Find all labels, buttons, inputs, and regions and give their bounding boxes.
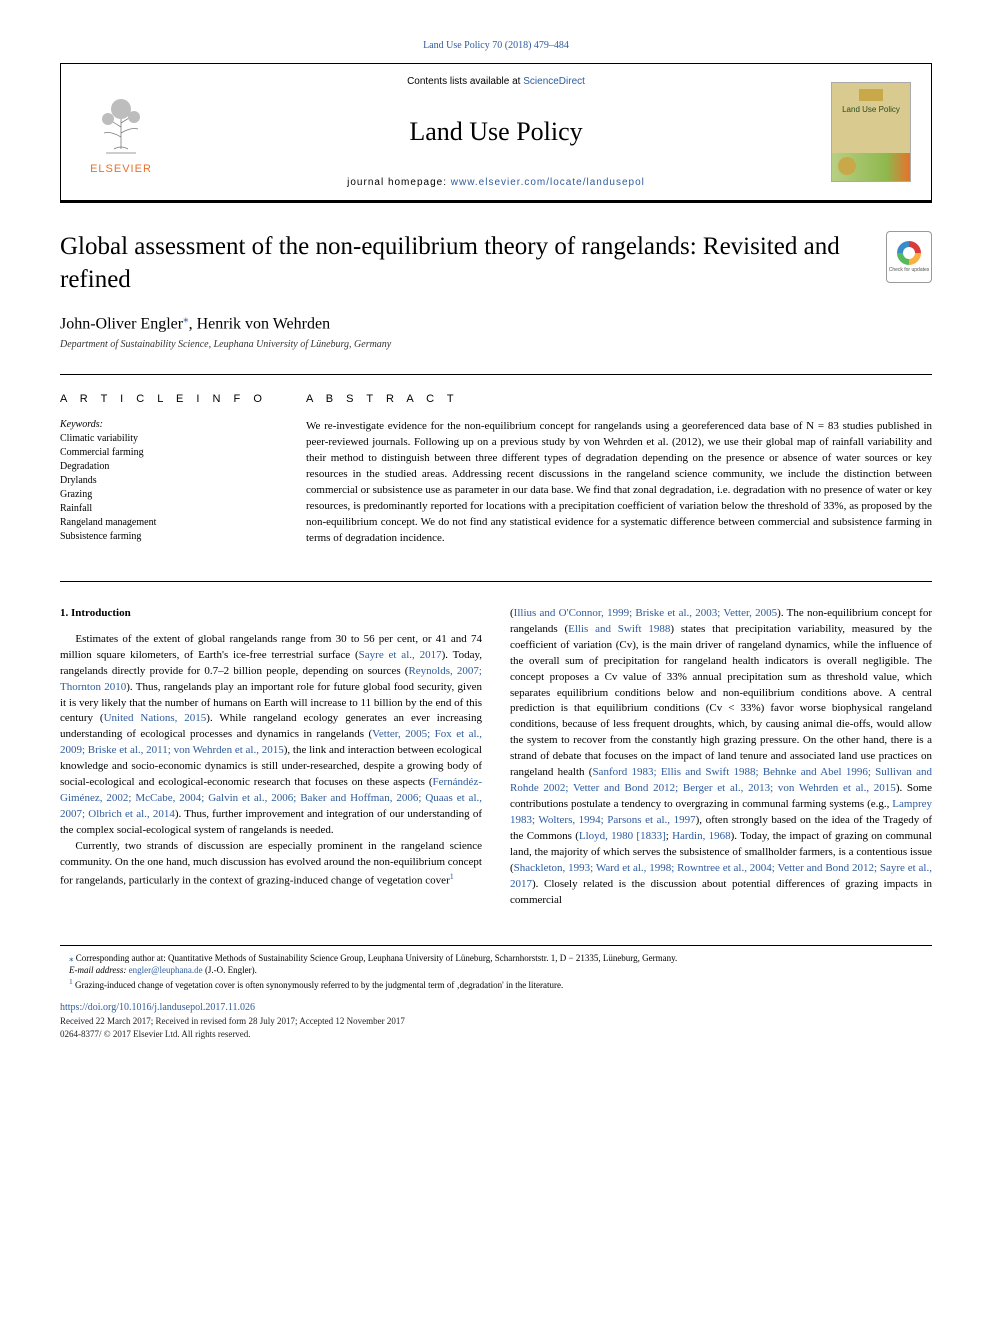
body-paragraph: (Illius and O'Connor, 1999; Briske et al…: [510, 606, 932, 909]
email-footnote: E-mail address: engler@leuphana.de (J.-O…: [60, 964, 932, 977]
journal-homepage-line: journal homepage: www.elsevier.com/locat…: [181, 177, 811, 188]
keyword-item: Rangeland management: [60, 516, 270, 530]
crossmark-label: Check for updates: [889, 268, 930, 274]
body-columns: 1. Introduction Estimates of the extent …: [60, 606, 932, 909]
cover-band-icon: [832, 153, 910, 181]
footnote-1: 1 Grazing-induced change of vegetation c…: [60, 977, 932, 992]
footnotes: ⁎ Corresponding author at: Quantitative …: [60, 945, 932, 1041]
citation-link[interactable]: Hardin, 1968: [672, 830, 731, 842]
body-paragraph: Currently, two strands of discussion are…: [60, 839, 482, 889]
text-run: (J.-O. Engler).: [203, 965, 257, 975]
corresponding-author-footnote: ⁎ Corresponding author at: Quantitative …: [60, 952, 932, 965]
crossmark-icon: [897, 241, 921, 265]
keyword-item: Drylands: [60, 474, 270, 488]
citation-link[interactable]: United Nations, 2015: [104, 712, 207, 724]
journal-cover-block: Land Use Policy: [811, 64, 931, 200]
text-run: ) states that precipitation variability,…: [510, 623, 932, 778]
authors-line: John-Oliver Engler⁎, Henrik von Wehrden: [60, 312, 932, 333]
body-column-right: (Illius and O'Connor, 1999; Briske et al…: [510, 606, 932, 909]
citation-link[interactable]: Illius and O'Connor, 1999; Briske et al.…: [514, 607, 778, 619]
sciencedirect-link[interactable]: ScienceDirect: [523, 76, 585, 87]
doi-line: https://doi.org/10.1016/j.landusepol.201…: [60, 1001, 932, 1015]
contents-line: Contents lists available at ScienceDirec…: [181, 76, 811, 87]
crossmark-badge[interactable]: Check for updates: [886, 231, 932, 283]
email-link[interactable]: engler@leuphana.de: [129, 965, 203, 975]
elsevier-tree-icon: [86, 89, 156, 159]
keywords-label: Keywords:: [60, 419, 270, 430]
abstract-column: A B S T R A C T We re-investigate eviden…: [306, 393, 932, 547]
citation-link[interactable]: Ellis and Swift 1988: [568, 623, 670, 635]
divider: [60, 581, 932, 582]
received-line: Received 22 March 2017; Received in revi…: [60, 1015, 932, 1028]
footnote-link[interactable]: 1: [450, 872, 454, 881]
keyword-item: Grazing: [60, 488, 270, 502]
corresponding-author-link[interactable]: ⁎: [183, 313, 189, 325]
citation-link[interactable]: Sayre et al., 2017: [359, 649, 442, 661]
body-paragraph: Estimates of the extent of global rangel…: [60, 632, 482, 839]
text-run: Grazing-induced change of vegetation cov…: [73, 980, 563, 990]
journal-homepage-link[interactable]: www.elsevier.com/locate/landusepol: [451, 177, 645, 188]
body-column-left: 1. Introduction Estimates of the extent …: [60, 606, 482, 909]
article-info-column: A R T I C L E I N F O Keywords: Climatic…: [60, 393, 270, 547]
keyword-item: Rainfall: [60, 502, 270, 516]
keywords-list: Climatic variability Commercial farming …: [60, 432, 270, 544]
running-head-link[interactable]: Land Use Policy 70 (2018) 479–484: [423, 40, 569, 51]
doi-link[interactable]: https://doi.org/10.1016/j.landusepol.201…: [60, 1002, 255, 1013]
affiliation: Department of Sustainability Science, Le…: [60, 339, 932, 350]
article-title: Global assessment of the non-equilibrium…: [60, 231, 870, 296]
email-label: E-mail address:: [69, 965, 129, 975]
citation-link[interactable]: Lloyd, 1980 [1833]: [579, 830, 666, 842]
journal-title: Land Use Policy: [181, 117, 811, 147]
divider: [60, 374, 932, 375]
publisher-name: ELSEVIER: [90, 163, 152, 175]
publisher-logo-block: ELSEVIER: [61, 64, 181, 200]
abstract-heading: A B S T R A C T: [306, 393, 932, 405]
keyword-item: Subsistence farming: [60, 530, 270, 544]
text-run: Currently, two strands of discussion are…: [60, 840, 482, 887]
homepage-prefix: journal homepage:: [347, 177, 451, 188]
running-head: Land Use Policy 70 (2018) 479–484: [60, 40, 932, 51]
journal-cover-icon: Land Use Policy: [831, 82, 911, 182]
keyword-item: Climatic variability: [60, 432, 270, 446]
author-2: Henrik von Wehrden: [197, 315, 331, 332]
text-run: Corresponding author at: Quantitative Me…: [74, 953, 678, 963]
copyright-line: 0264-8377/ © 2017 Elsevier Ltd. All righ…: [60, 1028, 932, 1041]
contents-prefix: Contents lists available at: [407, 76, 523, 87]
keyword-item: Degradation: [60, 460, 270, 474]
abstract-text: We re-investigate evidence for the non-e…: [306, 419, 932, 547]
cover-title: Land Use Policy: [842, 105, 900, 114]
keyword-item: Commercial farming: [60, 446, 270, 460]
author-1: John-Oliver Engler: [60, 315, 183, 332]
article-info-heading: A R T I C L E I N F O: [60, 393, 270, 405]
text-run: ). Closely related is the discussion abo…: [510, 878, 932, 906]
journal-header-mid: Contents lists available at ScienceDirec…: [181, 64, 811, 200]
journal-header: ELSEVIER Contents lists available at Sci…: [60, 63, 932, 203]
cover-emblem-icon: [859, 89, 883, 101]
section-heading-intro: 1. Introduction: [60, 606, 482, 622]
